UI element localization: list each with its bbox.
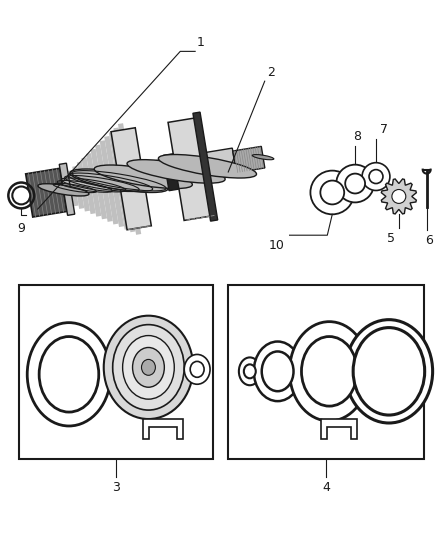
Polygon shape bbox=[205, 148, 237, 180]
Ellipse shape bbox=[244, 365, 256, 378]
Ellipse shape bbox=[123, 336, 174, 399]
Polygon shape bbox=[193, 112, 218, 221]
Polygon shape bbox=[77, 161, 90, 212]
Ellipse shape bbox=[345, 174, 365, 193]
Polygon shape bbox=[141, 158, 174, 190]
Polygon shape bbox=[59, 163, 75, 215]
Polygon shape bbox=[233, 147, 265, 173]
Polygon shape bbox=[72, 166, 84, 209]
Text: 6: 6 bbox=[425, 234, 433, 247]
Ellipse shape bbox=[362, 163, 390, 190]
Ellipse shape bbox=[127, 160, 225, 183]
Ellipse shape bbox=[39, 336, 99, 412]
Ellipse shape bbox=[311, 171, 354, 214]
Ellipse shape bbox=[239, 358, 261, 385]
Polygon shape bbox=[321, 419, 357, 439]
Polygon shape bbox=[26, 168, 67, 217]
Polygon shape bbox=[144, 419, 183, 439]
Polygon shape bbox=[68, 170, 78, 206]
Ellipse shape bbox=[254, 342, 301, 401]
Text: 7: 7 bbox=[380, 123, 388, 136]
Ellipse shape bbox=[104, 316, 193, 419]
Ellipse shape bbox=[392, 190, 406, 204]
Ellipse shape bbox=[369, 169, 383, 183]
Ellipse shape bbox=[94, 165, 192, 189]
Polygon shape bbox=[109, 132, 130, 230]
Polygon shape bbox=[81, 157, 95, 214]
Polygon shape bbox=[100, 140, 118, 224]
Text: 2: 2 bbox=[267, 66, 275, 79]
Bar bbox=[228, 285, 424, 459]
Ellipse shape bbox=[159, 155, 257, 178]
Text: 10: 10 bbox=[268, 239, 285, 252]
Polygon shape bbox=[104, 136, 124, 227]
Ellipse shape bbox=[345, 320, 433, 423]
Ellipse shape bbox=[301, 336, 357, 406]
Ellipse shape bbox=[27, 322, 111, 426]
Ellipse shape bbox=[12, 187, 30, 204]
Ellipse shape bbox=[190, 361, 204, 377]
Polygon shape bbox=[163, 154, 179, 191]
Ellipse shape bbox=[184, 354, 210, 384]
Polygon shape bbox=[381, 179, 417, 214]
Polygon shape bbox=[86, 153, 101, 217]
Text: 5: 5 bbox=[387, 232, 395, 245]
Text: 3: 3 bbox=[112, 481, 120, 494]
Text: 9: 9 bbox=[18, 222, 25, 235]
Ellipse shape bbox=[252, 155, 274, 160]
Ellipse shape bbox=[353, 328, 425, 415]
Text: 1: 1 bbox=[197, 36, 205, 50]
Ellipse shape bbox=[320, 181, 344, 204]
Polygon shape bbox=[168, 117, 215, 221]
Ellipse shape bbox=[262, 351, 293, 391]
Ellipse shape bbox=[113, 325, 184, 410]
Polygon shape bbox=[113, 127, 135, 232]
Ellipse shape bbox=[70, 169, 168, 192]
Ellipse shape bbox=[141, 359, 155, 375]
Ellipse shape bbox=[38, 184, 89, 196]
Text: 8: 8 bbox=[353, 130, 361, 143]
Ellipse shape bbox=[290, 321, 369, 421]
Polygon shape bbox=[118, 123, 141, 235]
Bar bbox=[19, 285, 213, 459]
Ellipse shape bbox=[133, 348, 164, 387]
Polygon shape bbox=[111, 128, 151, 230]
Text: 4: 4 bbox=[322, 481, 330, 494]
Ellipse shape bbox=[336, 165, 374, 203]
Polygon shape bbox=[91, 149, 107, 219]
Polygon shape bbox=[95, 144, 113, 222]
